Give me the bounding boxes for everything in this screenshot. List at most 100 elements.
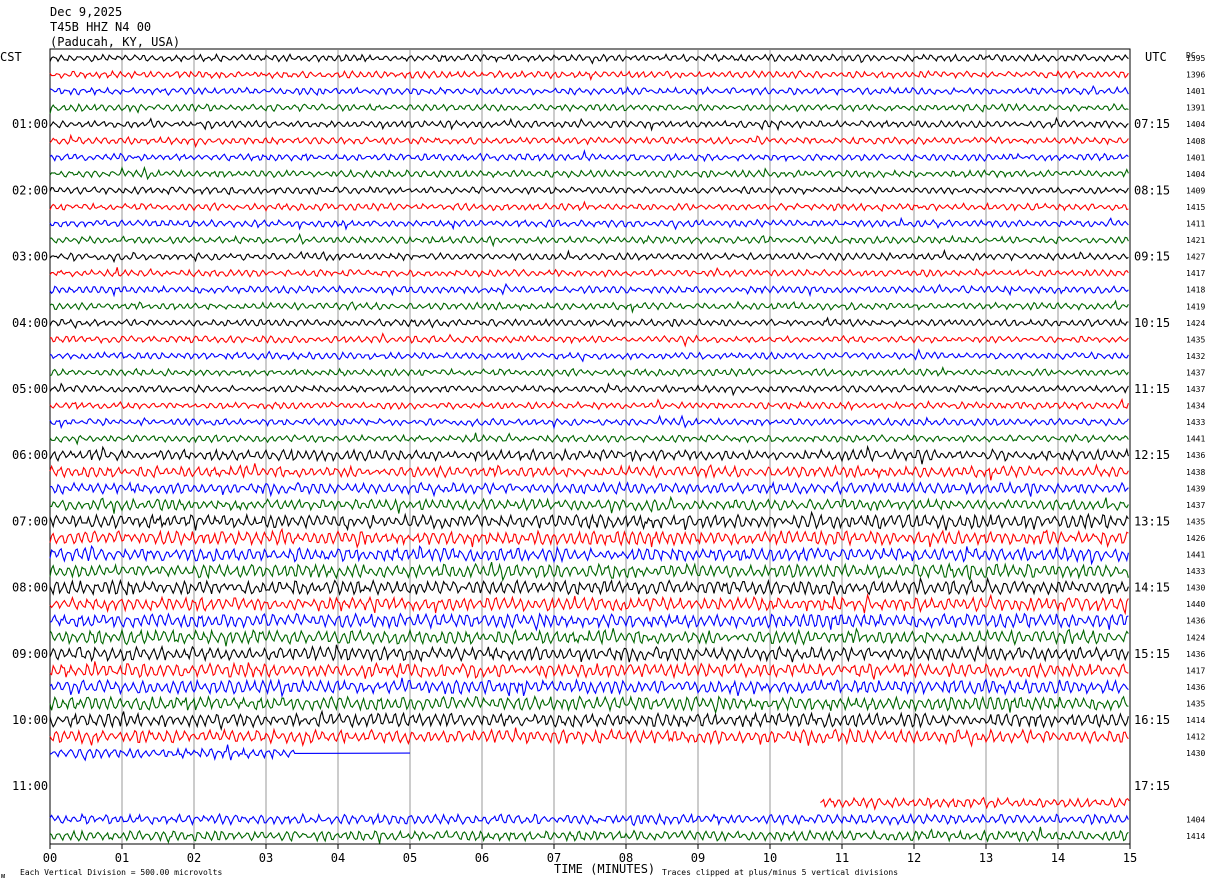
trace-blue — [49, 677, 1129, 698]
dc-value: 1417 — [1186, 269, 1205, 278]
utc-hour-label: 11:15 — [1134, 382, 1170, 396]
dc-value: 1414 — [1186, 716, 1205, 725]
trace-black — [49, 709, 1129, 732]
x-tick-label: 00 — [43, 851, 57, 865]
dc-value: 1404 — [1186, 120, 1205, 129]
trace-black — [49, 444, 1129, 465]
dc-value: 1417 — [1186, 666, 1205, 675]
dc-value: 1414 — [1186, 832, 1205, 841]
dc-value: 1415 — [1186, 203, 1205, 212]
trace-red — [820, 796, 1130, 811]
trace-black — [49, 116, 1129, 132]
utc-hour-label: 17:15 — [1134, 779, 1170, 793]
trace-blue — [49, 414, 1129, 430]
dc-value: 1441 — [1186, 435, 1205, 444]
dc-value: 1418 — [1186, 286, 1205, 295]
trace-red — [49, 69, 1129, 82]
dc-value: 1437 — [1186, 385, 1205, 394]
cst-hour-labels: 01:00 02:00 03:00 04:00 05:00 06:00 07:00 08:00… — [12, 117, 48, 793]
dc-value: 1426 — [1186, 534, 1205, 543]
trace-blue — [49, 282, 1129, 298]
trace-blue — [49, 744, 411, 762]
dc-value: 1437 — [1186, 501, 1205, 510]
dc-value: 1436 — [1186, 451, 1205, 460]
dc-value: 1435 — [1186, 335, 1205, 344]
trace-red — [49, 397, 1129, 412]
dc-value: 1430 — [1186, 749, 1205, 758]
dc-value: 1421 — [1186, 236, 1205, 245]
utc-hour-label: 16:15 — [1134, 713, 1170, 727]
trace-green — [49, 432, 1129, 446]
dc-value: 1441 — [1186, 551, 1205, 560]
trace-green — [49, 694, 1129, 715]
trace-red — [49, 463, 1129, 481]
trace-blue — [49, 148, 1129, 163]
dc-value: 1437 — [1186, 368, 1205, 377]
cst-hour-label: 05:00 — [12, 382, 48, 396]
dc-value: 1401 — [1186, 87, 1205, 96]
dc-value: 1433 — [1186, 418, 1205, 427]
utc-hour-labels: 07:15 08:15 09:15 10:15 11:15 12:15 13:15 14:15… — [1134, 117, 1170, 793]
x-tick-label: 06 — [475, 851, 489, 865]
cst-hour-label: 08:00 — [12, 581, 48, 595]
dc-value: 1419 — [1186, 302, 1205, 311]
dc-value: 1404 — [1186, 815, 1205, 824]
division-note: Each Vertical Division = 500.00 microvol… — [20, 868, 222, 877]
header-station: T45B HHZ N4 00 — [50, 20, 151, 34]
dc-offset-labels: 1395 1396 1401 1391 1404 1408 1401 1404 1409 1415… — [1186, 54, 1205, 841]
dc-value: 1440 — [1186, 600, 1205, 609]
x-tick-label: 12 — [907, 851, 921, 865]
dc-value: 1404 — [1186, 170, 1205, 179]
trace-blue — [49, 216, 1129, 231]
dc-value: 1401 — [1186, 153, 1205, 162]
x-tick-label: 09 — [691, 851, 705, 865]
dc-value: 1439 — [1186, 484, 1205, 493]
trace-black — [49, 316, 1129, 330]
traces-group — [49, 52, 1130, 844]
trace-green — [49, 826, 1129, 844]
dc-value: 1436 — [1186, 650, 1205, 659]
utc-hour-label: 13:15 — [1134, 514, 1170, 528]
trace-red — [49, 661, 1129, 680]
trace-green — [49, 299, 1129, 314]
x-axis-ticks: 00 01 02 03 04 05 06 07 08 09 10 11 12 13 14 15 — [43, 844, 1137, 865]
trace-black — [49, 248, 1129, 264]
cst-hour-label: 03:00 — [12, 250, 48, 264]
utc-hour-label: 15:15 — [1134, 647, 1170, 661]
x-tick-label: 14 — [1051, 851, 1065, 865]
cst-hour-label: 06:00 — [12, 448, 48, 462]
trace-black — [49, 382, 1129, 397]
trace-red — [49, 727, 1129, 748]
trace-red — [49, 332, 1129, 348]
dc-value: 1396 — [1186, 71, 1205, 80]
x-tick-label: 04 — [331, 851, 345, 865]
x-tick-label: 10 — [763, 851, 777, 865]
x-tick-label: 03 — [259, 851, 273, 865]
dc-value: 1436 — [1186, 683, 1205, 692]
cst-hour-label: 07:00 — [12, 514, 48, 528]
utc-hour-label: 09:15 — [1134, 250, 1170, 264]
trace-red — [49, 592, 1129, 616]
x-tick-label: 07 — [547, 851, 561, 865]
trace-green — [49, 627, 1129, 647]
utc-hour-label: 10:15 — [1134, 316, 1170, 330]
dc-value: 1395 — [1186, 54, 1205, 63]
dc-value: 1436 — [1186, 617, 1205, 626]
cst-axis-label: CST — [0, 50, 22, 64]
dc-value: 1409 — [1186, 186, 1205, 195]
cst-hour-label: 10:00 — [12, 713, 48, 727]
trace-blue — [49, 84, 1129, 97]
plot-frame — [49, 48, 1131, 845]
dc-value: 1412 — [1186, 733, 1205, 742]
dc-value: 1424 — [1186, 633, 1205, 642]
dc-value: 1408 — [1186, 137, 1205, 146]
x-tick-label: 13 — [979, 851, 993, 865]
clip-note: Traces clipped at plus/minus 5 vertical … — [662, 868, 898, 877]
trace-blue — [49, 812, 1129, 827]
trace-green — [49, 232, 1129, 248]
x-tick-label: 08 — [619, 851, 633, 865]
utc-hour-label: 12:15 — [1134, 448, 1170, 462]
trace-blue — [49, 480, 1129, 498]
x-tick-label: 01 — [115, 851, 129, 865]
